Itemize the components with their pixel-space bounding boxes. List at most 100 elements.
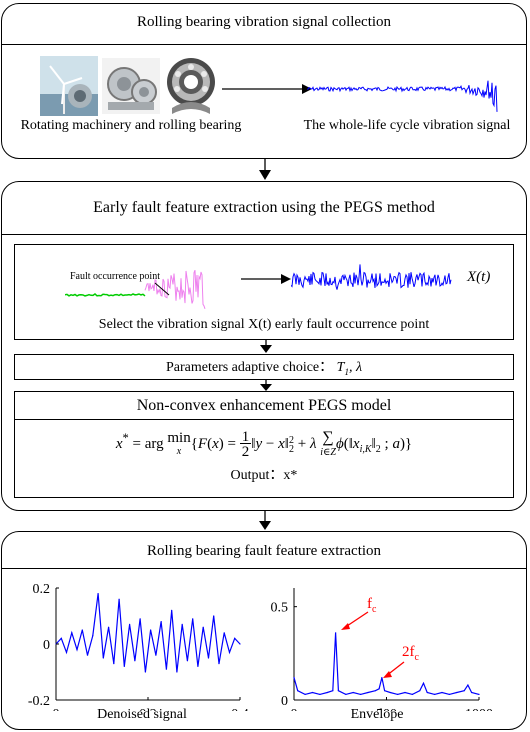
fc2-arrowhead	[383, 671, 392, 678]
envelope-x-tick-label: 0	[291, 707, 298, 711]
panel-feature-extraction: Rolling bearing fault feature extraction…	[1, 531, 527, 730]
denoised-point	[65, 651, 68, 653]
denoised-series-line	[55, 593, 241, 673]
denoised-point	[186, 660, 189, 662]
envelope-point	[478, 693, 480, 695]
denoised-point	[213, 615, 215, 617]
fault-signal-plot	[65, 270, 206, 309]
model-divider	[15, 419, 513, 420]
params-symbols: T1, λ	[336, 360, 363, 377]
whole-life-signal-trace	[307, 80, 498, 112]
envelope-x-tick-label: 1000	[465, 707, 493, 711]
bearing-image	[167, 58, 215, 114]
fault-pointer	[154, 282, 170, 296]
envelope-point	[471, 691, 473, 694]
machinery-caption: Rotating machinery and rolling bearing	[20, 118, 242, 133]
panel1-title: Rolling bearing vibration signal collect…	[136, 14, 392, 30]
panel-pegs-method: Early fault feature extraction using the…	[1, 181, 527, 511]
envelope-point	[297, 690, 299, 692]
whole-life-signal	[307, 80, 498, 112]
denoised-point	[102, 657, 104, 659]
denoised-point	[134, 660, 136, 662]
envelope-chart: fc 2fc 0 500 1000 0.5 0	[271, 588, 493, 711]
panel3-title: Rolling bearing fault feature extraction	[146, 543, 382, 559]
envelope-point	[360, 693, 362, 695]
denoised-point	[228, 651, 231, 653]
fc-arrowhead	[341, 623, 350, 630]
gearbox-image	[102, 58, 160, 114]
denoised-point	[113, 663, 115, 665]
output-caption: Output：x*	[230, 468, 298, 483]
denoised-point	[155, 654, 157, 656]
denoised-point	[165, 668, 167, 670]
panel-signal-collection: Rolling bearing vibration signal collect…	[1, 3, 527, 159]
xt-signal-plot	[291, 264, 452, 290]
denoised-point	[223, 632, 225, 634]
envelope-point	[463, 690, 465, 692]
envelope-point	[467, 684, 469, 686]
denoised-y-tick-label: -0.2	[28, 694, 50, 709]
envelope-point	[326, 691, 328, 694]
model-box: Non-convex enhancement PEGS model x* = a…	[14, 391, 514, 498]
denoised-point	[160, 621, 162, 623]
params-caption: Parameters adaptive choice： T1, λ	[15, 359, 513, 381]
fc-annotation: fc	[367, 596, 377, 615]
envelope-point	[448, 693, 450, 695]
denoised-point	[123, 665, 125, 667]
wind-turbine-image	[40, 56, 98, 116]
select-caption: Select the vibration signal X(t) early f…	[98, 317, 430, 332]
envelope-point	[411, 693, 413, 695]
envelope-point	[293, 677, 295, 679]
denoised-point	[192, 618, 194, 620]
denoised-point	[60, 637, 62, 639]
denoised-point	[202, 626, 204, 628]
signal-caption: The whole-life cycle vibration signal	[303, 118, 511, 133]
envelope-point	[367, 691, 369, 694]
denoised-point	[144, 671, 146, 673]
envelope-y-tick-label: 0.5	[271, 601, 289, 616]
envelope-point	[419, 690, 421, 692]
envelope-point	[426, 691, 428, 694]
envelope-point	[337, 690, 339, 692]
denoised-y-tick-label: 0.2	[33, 582, 51, 597]
collection-arrow	[222, 84, 312, 94]
envelope-point	[422, 682, 425, 684]
envelope-point	[456, 691, 458, 694]
denoised-point	[181, 623, 183, 625]
denoised-y-tick-label: 0	[43, 638, 50, 653]
denoised-point	[118, 598, 120, 600]
envelope-point	[345, 693, 347, 695]
denoised-point	[239, 643, 241, 645]
denoised-point	[171, 609, 173, 611]
denoised-point	[218, 663, 220, 665]
envelope-point	[404, 691, 406, 694]
fault-occurrence-label: Fault occurrence point	[70, 271, 160, 282]
flow-arrow-1	[259, 159, 271, 180]
denoised-x-tick-label: 0	[53, 707, 60, 711]
envelope-point	[434, 693, 436, 695]
model-title: Non-convex enhancement PEGS model	[136, 397, 392, 414]
params-text: Parameters adaptive choice：	[165, 360, 334, 375]
machinery-images	[40, 56, 215, 116]
denoised-point	[107, 626, 110, 628]
denoised-point	[97, 593, 99, 595]
envelope-y-tick-label: 0	[281, 694, 288, 709]
envelope-point	[311, 691, 314, 694]
denoised-point	[234, 637, 236, 639]
denoised-x-tick-label: 0.4	[231, 707, 249, 711]
denoised-point	[92, 635, 94, 637]
denoised-point	[76, 649, 78, 651]
extract-arrow	[241, 274, 291, 284]
fc2-annotation: 2fc	[402, 644, 420, 663]
panel3-divider	[2, 568, 526, 569]
denoised-point	[129, 623, 131, 625]
envelope-point	[304, 693, 306, 695]
pegs-formula: x* = arg min x {F(x) = 1 2 ‖y − x‖2 2 + λ ∑ i∈…	[115, 428, 413, 460]
flow-arrow-model	[260, 380, 272, 391]
panel2-title: Early fault feature extraction using the…	[93, 199, 435, 216]
denoised-x-tick-label: 0.2	[139, 707, 157, 711]
envelope-point	[374, 690, 376, 692]
envelope-point	[384, 690, 386, 692]
envelope-point	[441, 691, 443, 694]
denoised-point	[81, 629, 83, 631]
